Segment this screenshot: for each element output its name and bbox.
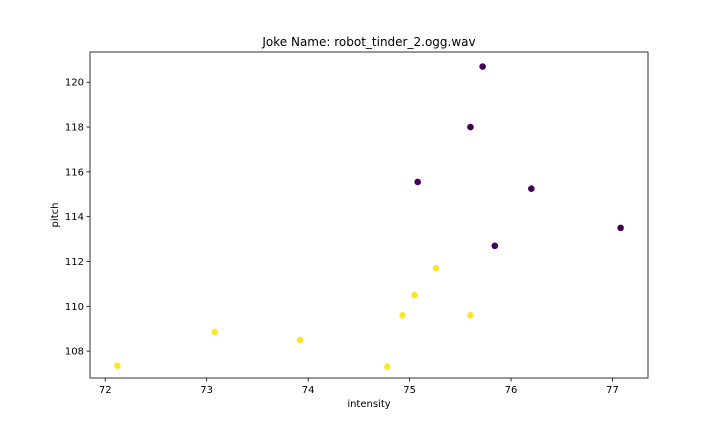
points-layer (114, 63, 624, 371)
x-tick-label: 73 (200, 385, 213, 396)
data-point (411, 291, 418, 299)
y-tick-label: 120 (65, 78, 84, 89)
x-tick-label: 72 (99, 385, 112, 396)
data-point (432, 264, 440, 272)
x-tick-label: 77 (606, 385, 619, 396)
chart-title: Joke Name: robot_tinder_2.ogg.wav (261, 35, 475, 49)
data-point (528, 185, 535, 192)
y-tick-label: 110 (65, 302, 84, 313)
x-axis-ticks: 72 73 74 75 76 77 (99, 378, 619, 396)
y-tick-label: 108 (65, 347, 84, 358)
y-tick-label: 114 (65, 212, 84, 223)
data-point (467, 311, 474, 319)
x-tick-label: 75 (403, 385, 416, 396)
data-point (383, 363, 391, 371)
x-axis-label: intensity (347, 399, 390, 410)
plot-frame (89, 51, 649, 379)
data-point (414, 178, 421, 186)
x-tick-label: 74 (302, 385, 315, 396)
y-axis-ticks: 108 110 112 114 116 118 120 (65, 78, 90, 358)
y-tick-label: 118 (65, 123, 84, 134)
y-axis-label: pitch (50, 203, 61, 228)
data-point (211, 328, 219, 336)
data-point (479, 63, 486, 70)
y-tick-label: 112 (65, 257, 84, 268)
data-point (399, 311, 406, 319)
data-point (491, 242, 499, 250)
plot-area (90, 52, 648, 378)
y-tick-label: 116 (65, 167, 84, 178)
data-point (114, 362, 121, 369)
data-point (617, 224, 624, 232)
x-tick-label: 76 (505, 385, 518, 396)
data-point (296, 336, 304, 344)
data-point (467, 123, 474, 131)
